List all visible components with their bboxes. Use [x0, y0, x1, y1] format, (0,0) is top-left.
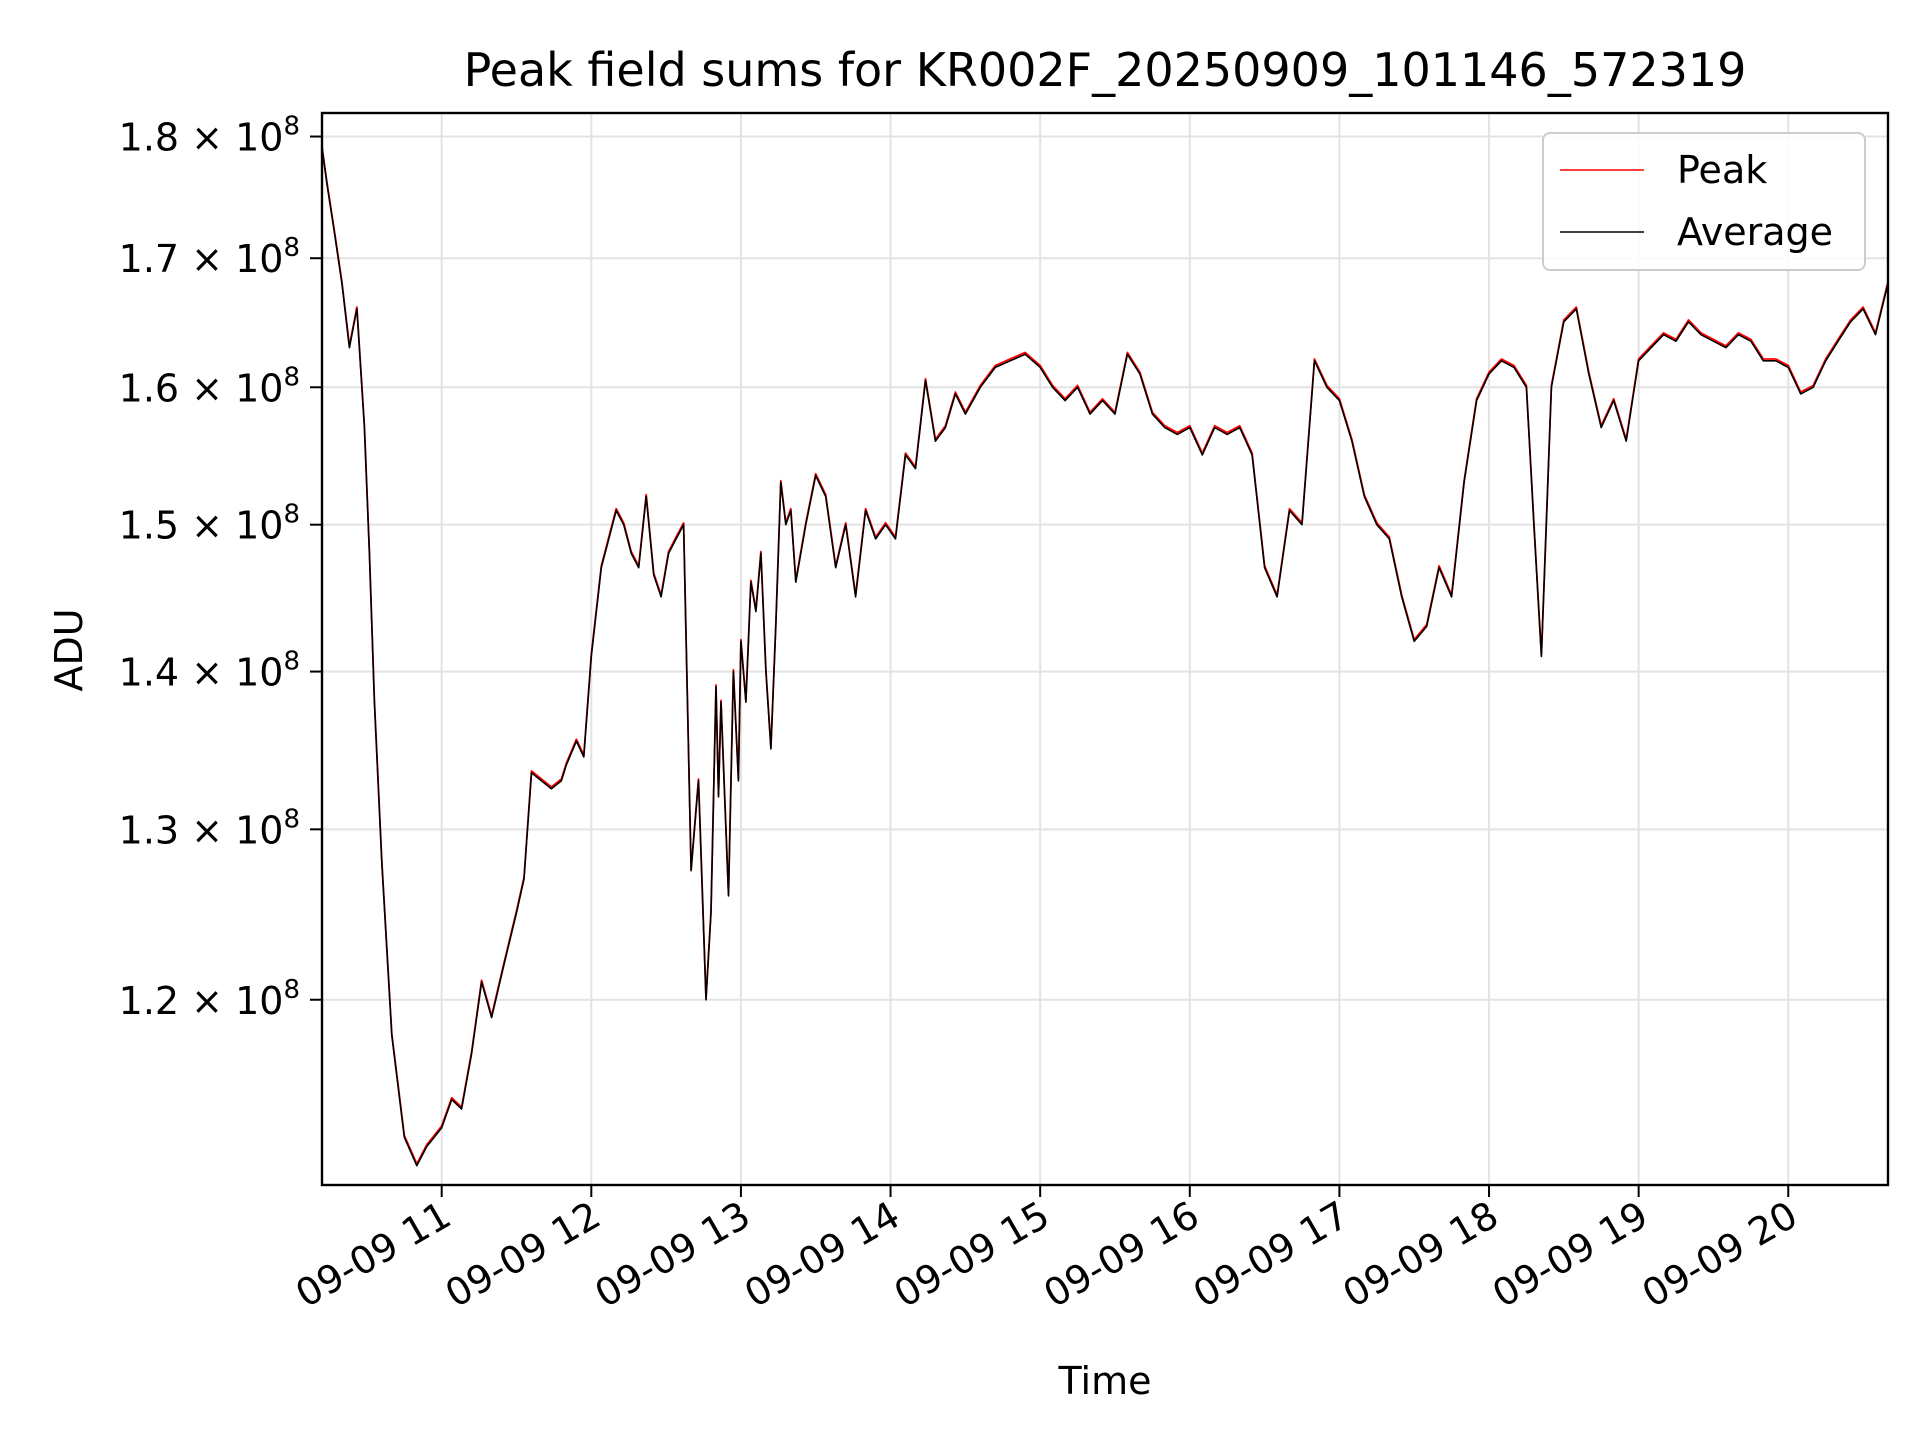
y-tick-mantissa: 1.8 [119, 116, 179, 160]
series-line-peak [321, 146, 1889, 1165]
y-tick-base: 10 [235, 504, 283, 548]
chart-title: Peak field sums for KR002F_20250909_1011… [464, 43, 1747, 97]
y-tick-exponent: 8 [283, 362, 300, 392]
y-tick-base: 10 [235, 651, 283, 695]
y-tick-base: 10 [235, 366, 283, 410]
y-tick-label: 1.4 × 108 [119, 647, 300, 695]
y-tick-exponent: 8 [283, 112, 300, 142]
plot-area-frame [320, 111, 1890, 1187]
y-tick-base: 10 [235, 116, 283, 160]
series-layer [321, 146, 1889, 1167]
y-tick-base: 10 [235, 808, 283, 852]
legend-label-average: Average [1677, 210, 1833, 254]
y-tick-base: 10 [235, 237, 283, 281]
y-tick-exponent: 8 [283, 804, 300, 834]
series-line-average [321, 148, 1889, 1167]
y-tick-label: 1.2 × 108 [119, 975, 300, 1023]
legend-box [1542, 132, 1866, 271]
y-tick-label: 1.7 × 108 [119, 233, 300, 281]
grid-lines [322, 113, 1888, 1185]
y-tick-exponent: 8 [283, 500, 300, 530]
legend: Peak Average [1542, 132, 1866, 271]
y-tick-mantissa: 1.3 [119, 808, 179, 852]
y-tick-label: 1.8 × 108 [119, 112, 300, 160]
y-tick-mantissa: 1.2 [119, 979, 179, 1023]
y-tick-exponent: 8 [283, 233, 300, 263]
y-tick-base: 10 [235, 979, 283, 1023]
y-tick-exponent: 8 [283, 975, 300, 1005]
y-tick-label: 1.6 × 108 [119, 362, 300, 410]
x-axis-label: Time [1058, 1359, 1152, 1403]
y-tick-mantissa: 1.4 [119, 651, 179, 695]
y-tick-exponent: 8 [283, 647, 300, 677]
y-axis: 1.2 × 108 1.3 × 108 1.4 × 108 1.5 × 108 1.6 … [119, 112, 322, 1023]
y-tick-mantissa: 1.5 [119, 504, 179, 548]
y-tick-mantissa: 1.7 [119, 237, 179, 281]
y-axis-label: ADU [47, 608, 91, 691]
y-tick-label: 1.5 × 108 [119, 500, 300, 548]
y-tick-mantissa: 1.6 [119, 366, 179, 410]
legend-label-peak: Peak [1677, 148, 1767, 192]
y-tick-label: 1.3 × 108 [119, 804, 300, 852]
